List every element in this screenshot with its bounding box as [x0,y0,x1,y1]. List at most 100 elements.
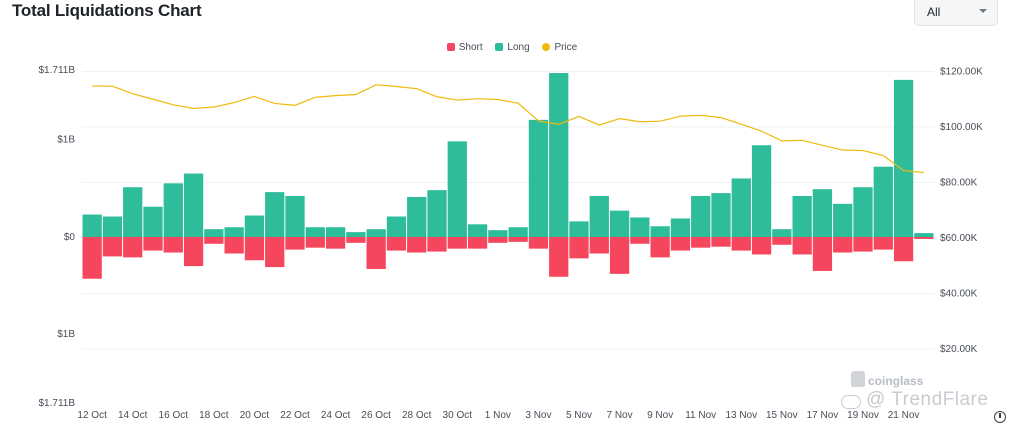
x-tick-label: 20 Oct [240,410,270,421]
long-bar [467,224,488,237]
short-bar [772,237,792,245]
y-right-tick-label: $20.00K [940,344,978,355]
x-tick-label: 22 Oct [280,410,310,421]
long-bar [569,221,589,237]
y-right-tick-label: $100.00K [940,122,983,133]
short-bar [407,237,427,253]
long-bar [792,196,812,237]
y-left-tick-label: $1.711B [38,65,75,76]
y-right-tick-label: $80.00K [940,178,978,189]
chevron-down-icon [979,9,987,13]
legend-item-long[interactable]: Long [495,42,530,53]
x-tick-label: 11 Nov [685,410,716,421]
link-icon [841,395,861,409]
price-line [92,84,924,174]
long-bar [711,193,731,237]
legend-item-price[interactable]: Price [542,42,577,53]
short-bar [833,237,853,253]
long-bar [914,233,934,237]
x-tick-label: 26 Oct [361,410,391,421]
x-tick-label: 3 Nov [525,410,551,421]
coinglass-watermark: coinglass [868,374,924,388]
long-bar [102,216,123,237]
short-bar [163,237,183,253]
short-bar [143,237,163,251]
long-bar [244,215,265,237]
long-bar [488,230,508,237]
short-bar [792,237,812,255]
long-bar [204,229,224,237]
long-bar [609,210,630,237]
long-bar [670,218,691,237]
long-bar [285,196,305,237]
long-bar [305,227,325,237]
short-bar [285,237,305,250]
long-bar [183,173,204,237]
short-bar [691,237,711,248]
long-bar [265,192,285,237]
long-bar [224,227,244,237]
long-bar [366,229,386,237]
long-bar [427,190,447,237]
short-bar [549,237,569,277]
x-tick-label: 21 Nov [888,410,920,421]
trendflare-watermark: @ TrendFlare [866,389,989,410]
long-bar [630,217,650,237]
long-bar [772,229,792,237]
short-bar [609,237,630,274]
short-bar [447,237,467,249]
short-bar [670,237,691,251]
y-right-tick-label: $40.00K [940,289,978,300]
legend-swatch-long [495,43,504,51]
short-bar [366,237,386,270]
short-bar [528,237,549,249]
long-bar [853,187,873,237]
short-bar [751,237,772,255]
short-bar [386,237,407,251]
long-bar [528,119,549,237]
x-tick-label: 19 Nov [847,410,879,421]
legend-label-long: Long [507,42,530,53]
long-bar [833,203,853,237]
short-bar [325,237,346,249]
short-bar [893,237,914,262]
long-bar [650,226,670,237]
legend-item-short[interactable]: Short [446,42,483,53]
x-tick-label: 28 Oct [402,410,432,421]
x-tick-label: 9 Nov [647,410,673,421]
x-tick-label: 1 Nov [485,410,511,421]
power-icon[interactable] [994,411,1006,423]
short-bar [427,237,447,252]
x-tick-label: 17 Nov [807,410,839,421]
chart-legend: Short Long Price [0,42,1024,53]
x-tick-label: 15 Nov [766,410,798,421]
y-left-tick-label: $1B [57,134,75,145]
y-left-tick-label: $0 [64,232,76,243]
y-left-tick-label: $1B [57,329,75,340]
short-bar [183,237,204,267]
long-bar [325,227,346,237]
x-tick-label: 24 Oct [321,410,351,421]
short-bar [102,237,123,257]
y-right-tick-label: $120.00K [940,67,983,78]
long-bar [893,79,914,238]
long-bar [123,187,143,237]
long-bar [346,232,366,237]
short-bar [488,237,508,243]
legend-swatch-price [542,43,551,51]
short-bar [853,237,873,252]
chart-title: Total Liquidations Chart [12,1,202,20]
short-bar [711,237,731,247]
long-bar [549,73,569,237]
y-right-tick-label: $60.00K [940,233,978,244]
long-bar [143,206,163,237]
long-bar [82,214,102,237]
short-bar [569,237,589,259]
x-tick-label: 5 Nov [566,410,592,421]
x-tick-label: 16 Oct [159,410,189,421]
long-bar [812,189,833,237]
short-bar [589,237,609,254]
range-dropdown[interactable]: All [914,0,998,26]
short-bar [914,237,934,239]
